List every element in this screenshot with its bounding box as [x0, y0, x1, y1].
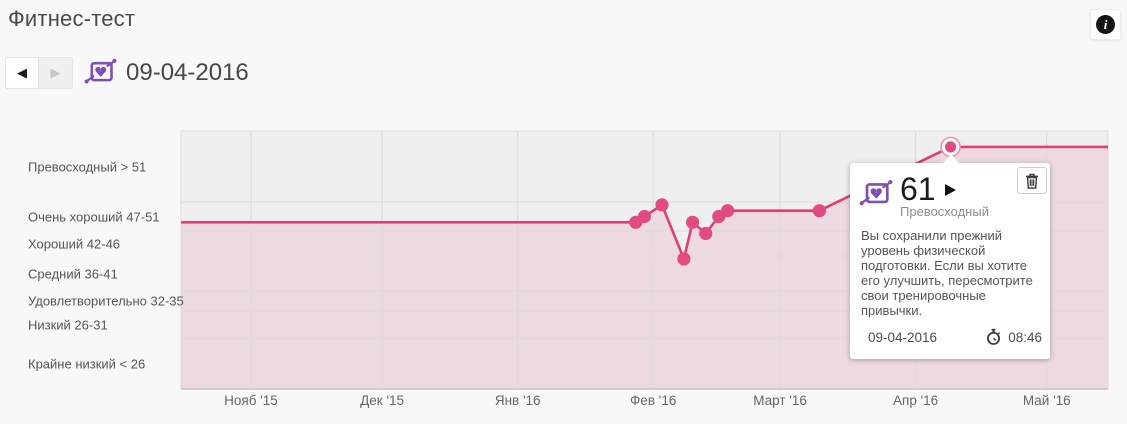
data-point[interactable]: [812, 204, 827, 218]
result-message: Вы сохранили прежний уровень физической …: [861, 228, 1033, 318]
result-value: 61: [900, 171, 936, 207]
prev-result-button[interactable]: ◀: [5, 57, 39, 89]
trash-icon: [1026, 173, 1038, 189]
tooltip-caret: [943, 154, 959, 163]
result-level: Превосходный: [900, 204, 989, 219]
play-icon[interactable]: [944, 184, 956, 196]
x-axis-label: Фев '16: [630, 393, 676, 408]
arrow-left-icon: ◀: [17, 65, 27, 80]
fitness-test-icon: [859, 175, 893, 214]
x-axis-label: Май '16: [1023, 393, 1071, 408]
selected-date: 09-04-2016: [126, 59, 249, 86]
x-axis-label: Янв '16: [495, 393, 541, 408]
page-title: Фитнес-тест: [8, 6, 136, 31]
result-tooltip: 61 Превосходный Вы сохранили прежний уро…: [850, 154, 1050, 359]
x-axis-label: Март '16: [753, 393, 807, 408]
data-point-selected[interactable]: [945, 141, 957, 153]
result-date: 09-04-2016: [868, 329, 938, 345]
x-axis-label: Нояб '15: [224, 393, 278, 408]
tooltip-header: 61 Превосходный: [850, 163, 1050, 219]
arrow-right-icon: ▶: [50, 65, 61, 80]
date-nav-group: ◀ ▶: [5, 57, 73, 89]
data-point[interactable]: [721, 204, 735, 218]
data-point[interactable]: [686, 215, 700, 229]
result-time-group: 08:46: [985, 328, 1042, 346]
tooltip-values: 61 Превосходный: [900, 171, 989, 219]
data-point[interactable]: [699, 226, 713, 241]
data-point[interactable]: [677, 252, 691, 266]
info-icon: i: [1096, 15, 1115, 34]
data-point[interactable]: [637, 209, 652, 224]
data-point[interactable]: [655, 198, 669, 212]
stopwatch-icon: [987, 328, 1001, 345]
date-navigation: ◀ ▶ 09-04-2016: [5, 54, 249, 92]
fitness-test-icon: [84, 54, 117, 92]
delete-result-button[interactable]: [1017, 167, 1047, 194]
result-time: 08:46: [1008, 329, 1042, 345]
info-button[interactable]: i: [1090, 9, 1121, 40]
tooltip-footer: 09-04-2016 08:46: [868, 328, 1042, 359]
x-axis-label: Апр '16: [893, 393, 938, 408]
next-result-button[interactable]: ▶: [39, 57, 73, 89]
x-axis-label: Дек '15: [360, 393, 404, 408]
